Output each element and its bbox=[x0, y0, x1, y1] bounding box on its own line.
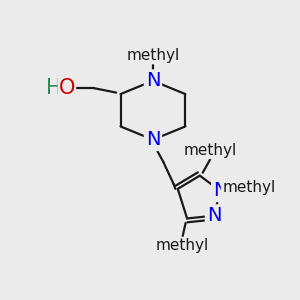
Text: N: N bbox=[213, 181, 227, 200]
Text: methyl: methyl bbox=[184, 142, 237, 158]
Text: methyl: methyl bbox=[126, 48, 180, 63]
Text: N: N bbox=[207, 206, 221, 225]
Text: methyl: methyl bbox=[222, 180, 276, 195]
Text: methyl: methyl bbox=[156, 238, 209, 253]
Text: O: O bbox=[59, 78, 75, 98]
Text: N: N bbox=[146, 130, 160, 149]
Text: H: H bbox=[46, 78, 61, 98]
Text: N: N bbox=[146, 71, 160, 90]
